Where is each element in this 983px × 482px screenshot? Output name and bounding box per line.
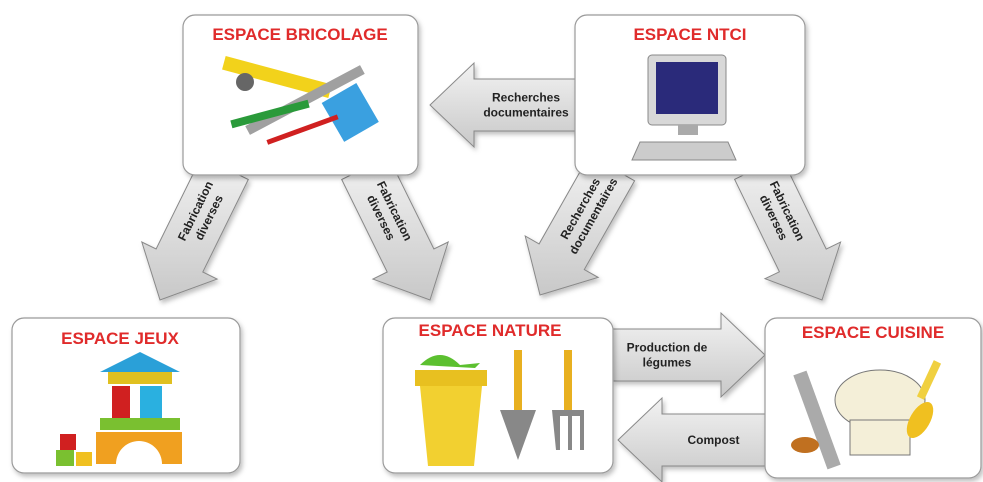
- computer-icon: [632, 55, 736, 160]
- arrow-label: Compost: [688, 433, 740, 447]
- node-bricolage: ESPACE BRICOLAGE: [183, 15, 418, 175]
- node-title: ESPACE BRICOLAGE: [212, 25, 387, 44]
- node-jeux: ESPACE JEUX: [12, 318, 240, 473]
- arrow-label-line: Recherches: [492, 91, 560, 105]
- arrow-label-line: légumes: [643, 356, 692, 370]
- node-cuisine: ESPACE CUISINE: [765, 318, 981, 478]
- arrow-label-line: Compost: [688, 433, 740, 447]
- node-title: ESPACE NATURE: [419, 321, 562, 340]
- diagram: RecherchesdocumentairesFabricationdivers…: [0, 0, 983, 482]
- node-nature: ESPACE NATURE: [383, 318, 613, 473]
- node-title: ESPACE NTCI: [633, 25, 746, 44]
- node-title: ESPACE CUISINE: [802, 323, 944, 342]
- arrow-label-line: Production de: [627, 341, 708, 355]
- node-box: [383, 318, 613, 473]
- node-title: ESPACE JEUX: [61, 329, 179, 348]
- arrow-label-line: documentaires: [483, 106, 569, 120]
- node-ntci: ESPACE NTCI: [575, 15, 805, 175]
